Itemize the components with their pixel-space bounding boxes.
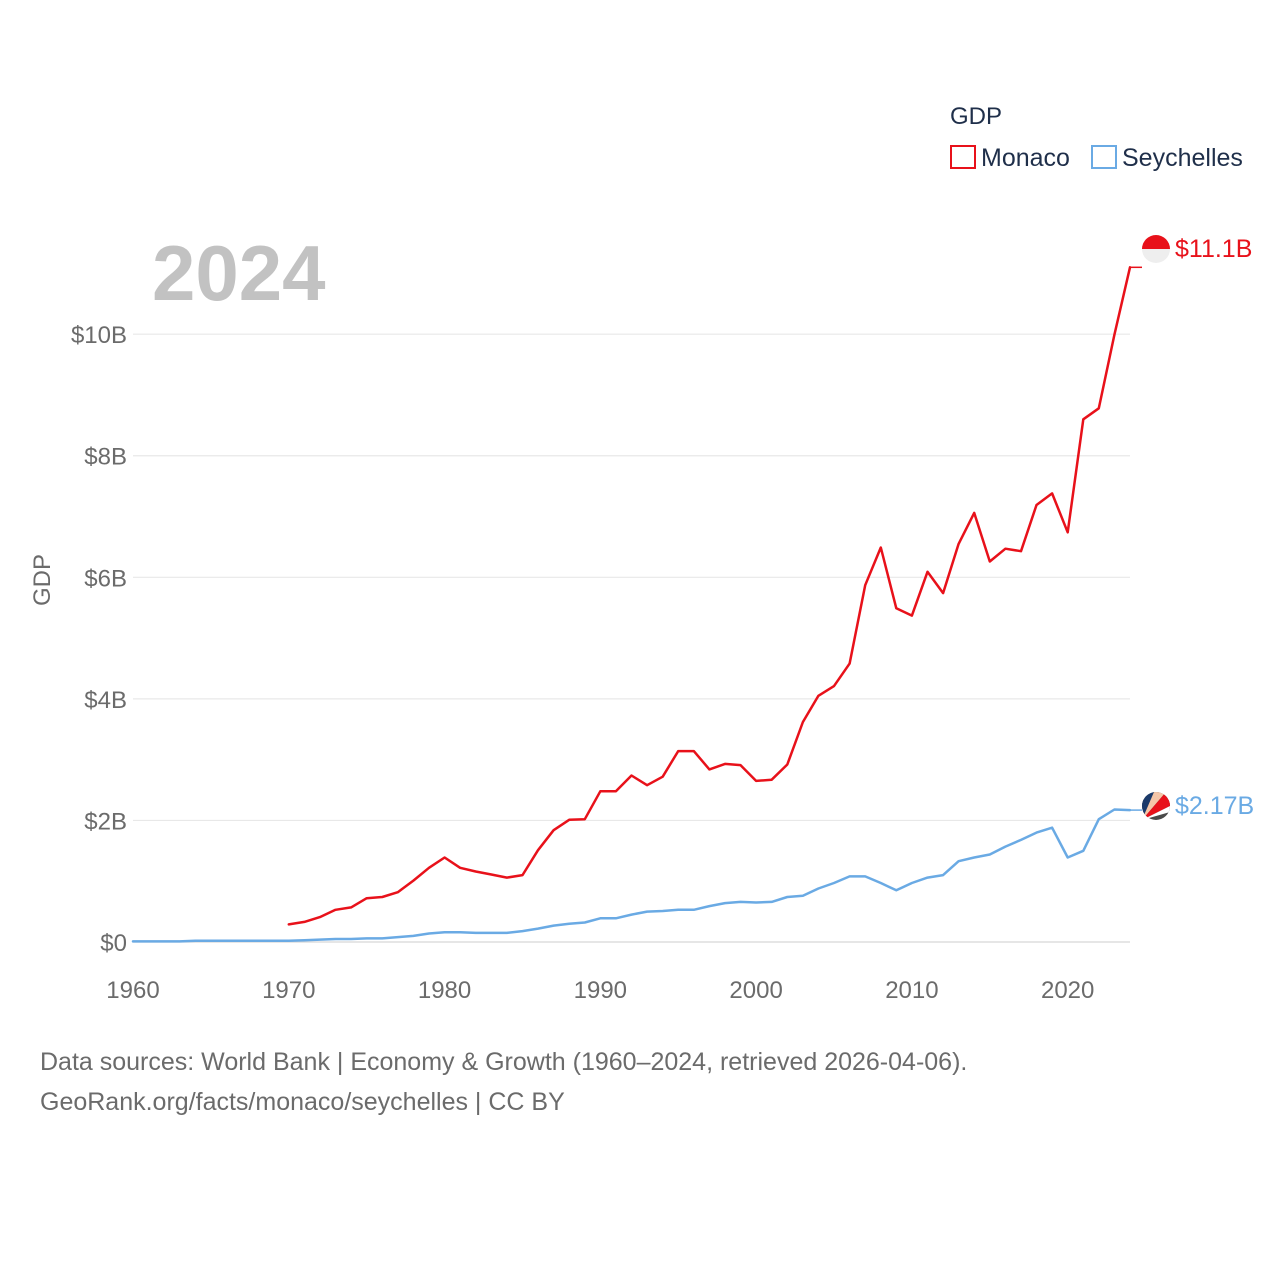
end-label-monaco: $11.1B xyxy=(1175,235,1252,263)
seychelles-flag-icon xyxy=(1142,792,1170,820)
source-link[interactable]: GeoRank.org/facts/monaco/seychelles | CC… xyxy=(40,1088,565,1116)
y-tick-label: $6B xyxy=(84,565,127,592)
legend-label-seychelles[interactable]: Seychelles xyxy=(1122,144,1243,172)
legend-title: GDP xyxy=(950,103,1002,130)
x-tick-label: 1960 xyxy=(106,977,159,1004)
end-label-seychelles: $2.17B xyxy=(1175,792,1254,820)
legend: GDP Monaco Seychelles xyxy=(950,103,1243,172)
legend-swatch-seychelles[interactable] xyxy=(1091,145,1117,169)
footer: Data sources: World Bank | Economy & Gro… xyxy=(40,1042,967,1122)
series-line-seychelles xyxy=(131,808,1132,943)
x-tick-label: 2020 xyxy=(1041,977,1094,1004)
y-tick-label: $4B xyxy=(84,687,127,714)
x-tick-label: 1970 xyxy=(262,977,315,1004)
gdp-line-chart: $0 $2B $4B $6B $8B $10B 1960 1970 1980 1990 2000 2… xyxy=(29,103,1254,1004)
monaco-flag-icon xyxy=(1142,235,1170,263)
grid-lines xyxy=(133,333,1130,943)
y-axis-title: GDP xyxy=(29,554,56,606)
legend-label-monaco[interactable]: Monaco xyxy=(981,144,1070,172)
y-tick-label: $2B xyxy=(84,808,127,835)
x-tick-label: 1980 xyxy=(418,977,471,1004)
series-lines xyxy=(131,266,1142,943)
y-axis: $0 $2B $4B $6B $8B $10B xyxy=(71,322,127,957)
year-label: 2024 xyxy=(152,229,326,317)
data-sources-text: Data sources: World Bank | Economy & Gro… xyxy=(40,1048,968,1076)
x-tick-label: 1990 xyxy=(574,977,627,1004)
y-tick-label: $8B xyxy=(84,444,127,471)
legend-swatch-monaco[interactable] xyxy=(950,145,976,169)
y-tick-label: $0 xyxy=(100,930,127,957)
y-tick-label: $10B xyxy=(71,322,127,349)
x-tick-label: 2010 xyxy=(885,977,938,1004)
series-line-monaco xyxy=(287,266,1132,926)
x-tick-label: 2000 xyxy=(729,977,782,1004)
x-axis: 1960 1970 1980 1990 2000 2010 2020 xyxy=(106,977,1094,1004)
